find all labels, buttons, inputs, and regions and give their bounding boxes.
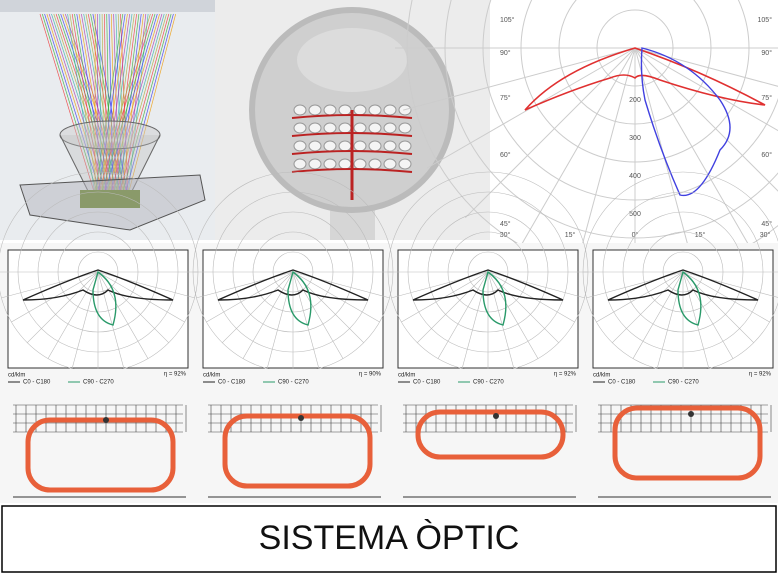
luminaire-point <box>103 417 109 423</box>
led <box>294 159 306 169</box>
legend-label: C0 - C180 <box>218 380 246 386</box>
radial-label: 200 <box>629 97 641 104</box>
angle-label: 90° <box>500 49 511 57</box>
legend-label: C90 - C270 <box>473 380 504 386</box>
polar-bg <box>490 0 778 240</box>
led <box>354 105 366 115</box>
caption: SISTEMA ÒPTIC <box>259 519 520 557</box>
angle-label: 105° <box>500 16 515 24</box>
angle-label: 30° <box>760 231 771 239</box>
led <box>309 141 321 151</box>
led <box>324 105 336 115</box>
led <box>354 141 366 151</box>
led <box>369 105 381 115</box>
legend-label: C90 - C270 <box>668 380 699 386</box>
led <box>384 105 396 115</box>
angle-label: 15° <box>565 231 576 239</box>
led <box>339 159 351 169</box>
led <box>294 141 306 151</box>
composite: 200300400500600105°90°75°60°45°105°90°75… <box>0 0 778 574</box>
led <box>384 159 396 169</box>
efficiency: η = 92% <box>164 372 187 378</box>
led <box>339 141 351 151</box>
led <box>399 159 411 169</box>
led <box>309 123 321 133</box>
led <box>384 123 396 133</box>
angle-label: 60° <box>761 151 772 159</box>
led <box>309 159 321 169</box>
page: {"caption": "SISTEMA ÒPTIC", "top_polar"… <box>0 0 778 574</box>
led <box>339 105 351 115</box>
led <box>354 123 366 133</box>
led <box>369 123 381 133</box>
led <box>399 141 411 151</box>
radial-label: 300 <box>629 135 641 142</box>
unit: cd/klm <box>203 373 220 379</box>
efficiency: η = 90% <box>359 372 382 378</box>
radial-label: 500 <box>629 211 641 218</box>
luminaire-point <box>493 413 499 419</box>
led <box>369 159 381 169</box>
unit: cd/klm <box>8 373 25 379</box>
angle-label: 0° <box>632 231 639 239</box>
led <box>339 123 351 133</box>
led <box>354 159 366 169</box>
angle-label: 60° <box>500 151 511 159</box>
luminaire-point <box>298 415 304 421</box>
led <box>294 105 306 115</box>
angle-label: 90° <box>761 49 772 57</box>
led <box>324 123 336 133</box>
legend-label: C90 - C270 <box>83 380 114 386</box>
led <box>294 123 306 133</box>
unit: cd/klm <box>398 373 415 379</box>
inner-cap <box>297 28 407 92</box>
led <box>399 123 411 133</box>
legend-label: C0 - C180 <box>608 380 636 386</box>
legend-label: C90 - C270 <box>278 380 309 386</box>
led <box>369 141 381 151</box>
luminaire-point <box>688 411 694 417</box>
angle-label: 75° <box>761 94 772 102</box>
efficiency: η = 92% <box>749 372 772 378</box>
angle-label: 75° <box>500 94 511 102</box>
legend-label: C0 - C180 <box>413 380 441 386</box>
toolbar <box>0 0 215 12</box>
legend-label: C0 - C180 <box>23 380 51 386</box>
led <box>324 159 336 169</box>
radial-label: 400 <box>629 173 641 180</box>
led <box>309 105 321 115</box>
efficiency: η = 92% <box>554 372 577 378</box>
angle-label: 105° <box>758 16 773 24</box>
unit: cd/klm <box>593 373 610 379</box>
led <box>384 141 396 151</box>
led <box>324 141 336 151</box>
angle-label: 45° <box>500 220 511 228</box>
